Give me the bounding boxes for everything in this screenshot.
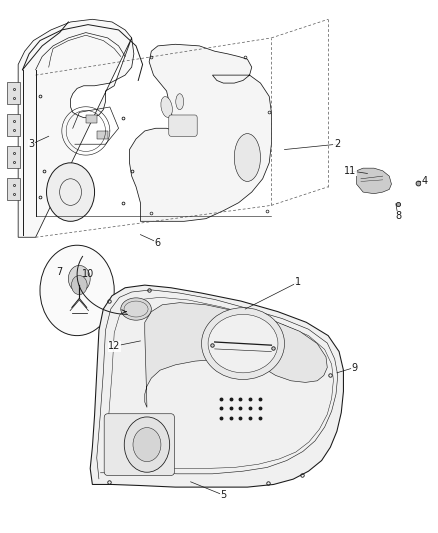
Circle shape	[40, 245, 114, 336]
Polygon shape	[145, 303, 327, 407]
FancyBboxPatch shape	[97, 131, 108, 139]
Polygon shape	[90, 285, 343, 487]
Circle shape	[133, 427, 161, 462]
Circle shape	[46, 163, 95, 221]
Circle shape	[68, 265, 90, 292]
Circle shape	[71, 276, 87, 295]
Ellipse shape	[234, 134, 261, 181]
FancyBboxPatch shape	[169, 115, 197, 136]
Ellipse shape	[161, 96, 172, 117]
Text: 3: 3	[28, 139, 34, 149]
Text: 1: 1	[294, 278, 300, 287]
Text: 4: 4	[421, 176, 427, 187]
Text: 11: 11	[344, 166, 356, 176]
Ellipse shape	[201, 308, 285, 379]
Text: 8: 8	[395, 211, 401, 221]
Text: 2: 2	[334, 139, 340, 149]
Text: 10: 10	[82, 270, 94, 279]
FancyBboxPatch shape	[7, 146, 20, 168]
FancyBboxPatch shape	[7, 114, 20, 136]
Circle shape	[124, 417, 170, 472]
FancyBboxPatch shape	[104, 414, 174, 475]
Text: 7: 7	[57, 267, 63, 277]
Polygon shape	[130, 44, 272, 221]
Text: 12: 12	[108, 341, 120, 351]
FancyBboxPatch shape	[7, 82, 20, 104]
Polygon shape	[357, 168, 392, 193]
Text: 6: 6	[155, 238, 161, 247]
Ellipse shape	[208, 314, 278, 373]
Text: 9: 9	[351, 362, 357, 373]
Ellipse shape	[176, 94, 184, 110]
Ellipse shape	[121, 298, 151, 320]
FancyBboxPatch shape	[86, 115, 97, 123]
Text: 5: 5	[220, 490, 226, 500]
FancyBboxPatch shape	[7, 177, 20, 200]
Polygon shape	[18, 19, 134, 237]
